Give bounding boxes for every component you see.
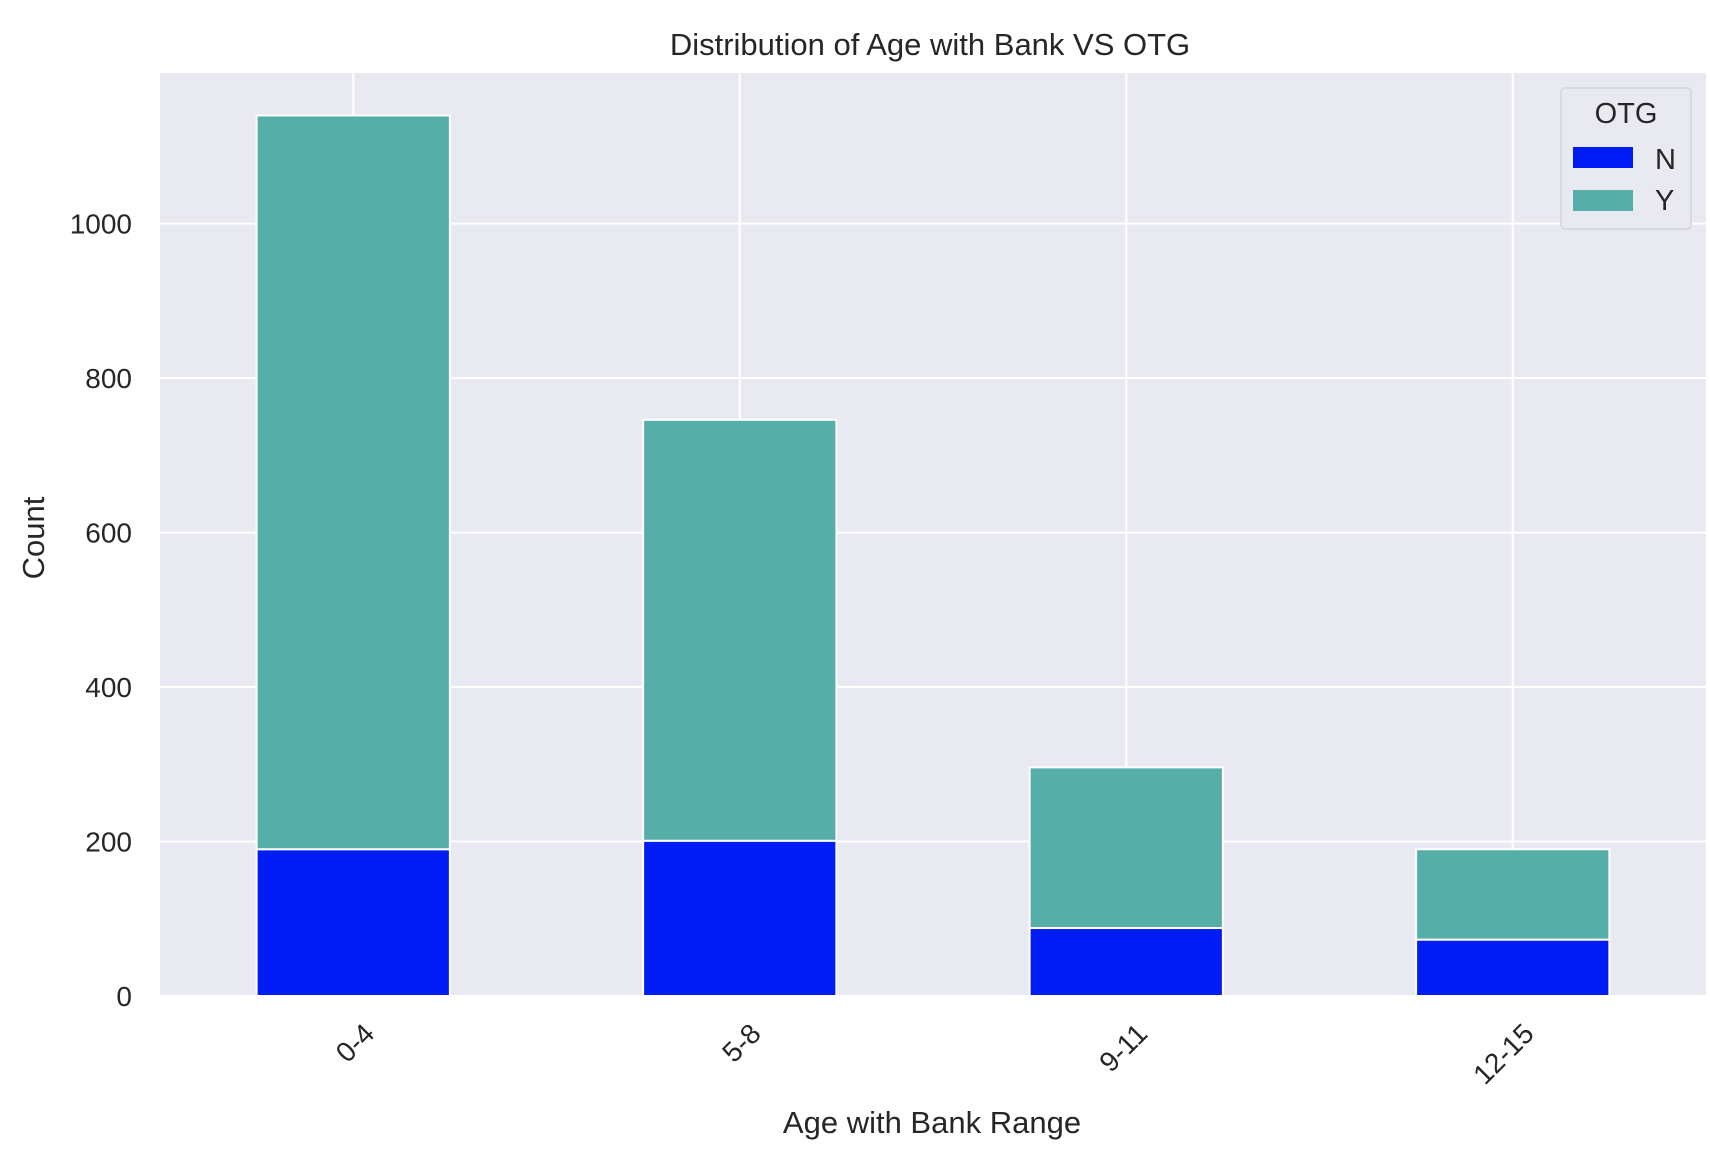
y-tick-label: 1000	[70, 209, 132, 240]
chart-title: Distribution of Age with Bank VS OTG	[670, 27, 1190, 62]
bar-y-5-8	[642, 418, 838, 842]
x-axis-label: Age with Bank Range	[783, 1105, 1081, 1140]
bar-n-0-4	[255, 848, 451, 998]
legend-label-n: N	[1655, 144, 1676, 176]
y-tick-label: 600	[85, 518, 132, 549]
bar-y-12-15	[1415, 848, 1611, 941]
bar-n-12-15	[1415, 938, 1611, 998]
legend-label-y: Y	[1655, 185, 1674, 217]
legend-swatch-y	[1573, 190, 1633, 211]
y-tick-label: 0	[116, 981, 132, 1012]
y-tick-label: 400	[85, 672, 132, 703]
legend-title: OTG	[1595, 98, 1658, 130]
y-tick-label: 200	[85, 827, 132, 858]
bar-y-0-4	[255, 114, 451, 851]
legend: OTG N Y	[1560, 87, 1692, 230]
bars	[255, 114, 1611, 998]
y-axis-ticks: 0 200 400 600 800 1000	[70, 209, 132, 1012]
legend-swatch-n	[1573, 147, 1633, 168]
bar-y-9-11	[1028, 766, 1224, 930]
y-tick-label: 800	[85, 363, 132, 394]
bar-n-9-11	[1028, 927, 1224, 998]
y-axis-label: Count	[16, 496, 51, 579]
bar-n-5-8	[642, 839, 838, 997]
